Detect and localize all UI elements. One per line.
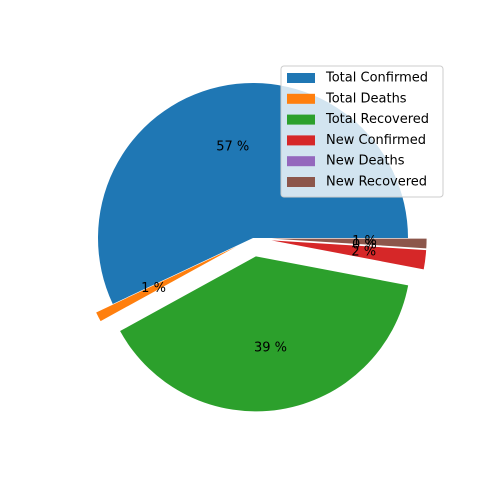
legend: Total Confirmed Total Deaths Total Recover…: [280, 65, 444, 198]
percent-label-new-recovered: 1 %: [352, 234, 377, 249]
slice-total-deaths: [96, 246, 237, 322]
legend-label-new-deaths: New Deaths: [326, 154, 405, 169]
legend-swatch-new-deaths: [287, 156, 315, 167]
slice-new-recovered: [271, 238, 427, 249]
percent-label-total-deaths: 1 %: [141, 281, 166, 296]
slice-total-recovered: [120, 256, 409, 412]
legend-swatch-new-confirmed: [287, 135, 315, 146]
legend-label-total-recovered: Total Recovered: [325, 112, 429, 127]
percent-label-new-deaths: 0 %: [352, 238, 377, 253]
legend-swatch-total-confirmed: [287, 73, 315, 83]
legend-swatch-total-deaths: [287, 93, 315, 104]
legend-swatch-total-recovered: [287, 114, 315, 125]
legend-label-new-confirmed: New Confirmed: [326, 133, 426, 148]
percent-label-new-confirmed: 2 %: [351, 244, 376, 259]
pie-percent-labels: 57 %1 %39 %2 %0 %1 %: [141, 140, 377, 356]
percent-label-total-recovered: 39 %: [254, 341, 287, 356]
legend-label-total-confirmed: Total Confirmed: [325, 71, 428, 86]
slice-new-confirmed: [271, 240, 427, 270]
legend-items: Total Confirmed Total Deaths Total Recover…: [287, 71, 429, 190]
legend-frame: [280, 65, 444, 198]
legend-label-new-recovered: New Recovered: [326, 175, 427, 190]
legend-label-total-deaths: Total Deaths: [325, 91, 407, 106]
percent-label-total-confirmed: 57 %: [216, 140, 249, 155]
legend-swatch-new-recovered: [287, 177, 315, 187]
